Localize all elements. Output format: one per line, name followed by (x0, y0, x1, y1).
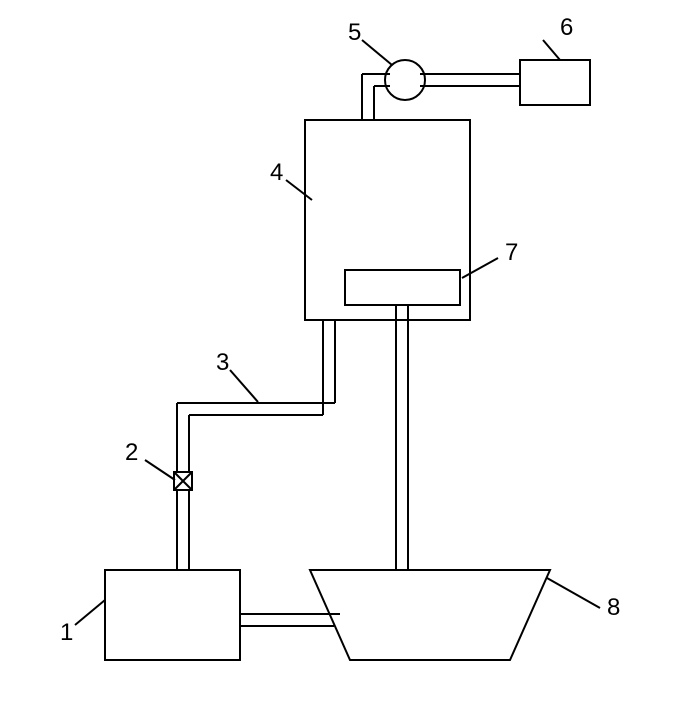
leader-line-5 (362, 40, 392, 65)
leader-line-3 (230, 370, 258, 402)
schematic-diagram: 1 2 3 4 5 6 7 8 (0, 0, 698, 717)
label-2: 2 (125, 439, 138, 466)
label-1: 1 (60, 619, 73, 646)
leader-line-1 (75, 600, 105, 625)
leader-line-8 (547, 578, 600, 608)
component-box-7 (345, 270, 460, 305)
component-trapezoid-8 (310, 570, 550, 660)
component-box-6 (520, 60, 590, 105)
leader-line-6 (543, 40, 560, 60)
label-6: 6 (560, 14, 573, 41)
component-box-1 (105, 570, 240, 660)
component-circle-5 (385, 60, 425, 100)
leader-line-7 (462, 258, 498, 278)
leader-line-4 (286, 180, 312, 200)
label-7: 7 (505, 239, 518, 266)
label-3: 3 (216, 349, 229, 376)
component-box-4 (305, 120, 470, 320)
leader-line-2 (145, 460, 175, 480)
label-4: 4 (270, 159, 283, 186)
label-5: 5 (348, 19, 361, 46)
label-8: 8 (607, 594, 620, 621)
